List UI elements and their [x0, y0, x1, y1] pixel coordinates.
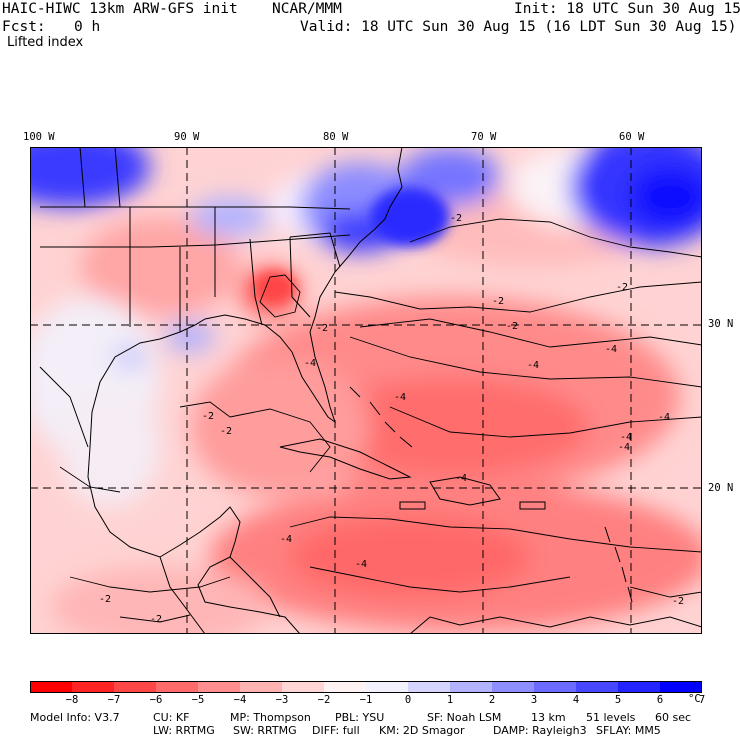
contour-label: -4: [605, 344, 617, 355]
colorbar-swatch: [240, 681, 283, 693]
contour-label: -4: [527, 360, 539, 371]
model-info-item: PBL: YSU: [335, 711, 385, 724]
model-info-item: 60 sec: [655, 711, 692, 724]
map-frame: [30, 147, 702, 634]
colorbar-swatch: [618, 681, 661, 693]
colorbar-tick-label: 8: [735, 694, 740, 706]
colorbar-swatch: [30, 681, 73, 693]
contour-label: -2: [202, 411, 214, 422]
colorbar-swatch: [450, 681, 493, 693]
colorbar-swatch: [366, 681, 409, 693]
colorbar-tick-label: −7: [107, 694, 121, 706]
colorbar-tick-label: 7: [698, 694, 706, 706]
model-info-item: SW: RRTMG: [233, 724, 297, 737]
model-info-item: 13 km: [531, 711, 566, 724]
colorbar-swatch: [156, 681, 199, 693]
colorbar: [30, 681, 702, 693]
contour-label: -2: [99, 594, 111, 605]
colorbar-tick-label: −1: [359, 694, 373, 706]
colorbar-swatch: [534, 681, 577, 693]
contour-label: -4: [304, 358, 316, 369]
colorbar-swatch: [492, 681, 535, 693]
colorbar-swatch: [324, 681, 367, 693]
colorbar-tick-label: −5: [191, 694, 205, 706]
field-shading: [30, 147, 702, 634]
contour-label: -2: [220, 426, 232, 437]
colorbar-tick-label: −4: [233, 694, 247, 706]
model-info-item: DAMP: Rayleigh3: [493, 724, 587, 737]
colorbar-swatch: [282, 681, 325, 693]
contour-label: -2: [316, 323, 328, 334]
colorbar-swatch: [114, 681, 157, 693]
colorbar-tick-label: −8: [65, 694, 79, 706]
contour-label: -4: [355, 559, 367, 570]
init-time: Init: 18 UTC Sun 30 Aug 15: [514, 1, 740, 17]
model-info-item: MP: Thompson: [230, 711, 311, 724]
lon-label-90w: 90 W: [174, 131, 200, 143]
lon-label-60w: 60 W: [619, 131, 645, 143]
model-info-item: SF: Noah LSM: [427, 711, 502, 724]
colorbar-tick-label: 4: [572, 694, 580, 706]
lat-label-30n: 30 N: [708, 318, 734, 330]
center-label: NCAR/MMM: [272, 1, 342, 17]
valid-time: Valid: 18 UTC Sun 30 Aug 15 (16 LDT Sun …: [300, 19, 737, 35]
model-info-item: CU: KF: [153, 711, 190, 724]
lon-label-80w: 80 W: [323, 131, 349, 143]
lon-label-70w: 70 W: [471, 131, 497, 143]
lifted-index-map: -2 -2 -2 -2 -2 -4 -4 -4 -4 -4 -4 -2 -2 -…: [30, 147, 702, 634]
model-info-item: Model Info: V3.7: [30, 711, 120, 724]
colorbar-tick-label: 6: [656, 694, 664, 706]
contour-label: -2: [492, 296, 504, 307]
colorbar-tick-label: −2: [317, 694, 331, 706]
lat-label-20n: 20 N: [708, 482, 734, 494]
fcst-label: Fcst:: [2, 19, 46, 35]
field-name: Lifted index: [7, 35, 84, 50]
contour-label: -4: [394, 392, 406, 403]
contour-label: -4: [618, 442, 630, 453]
contour-label: -4: [280, 534, 292, 545]
contour-lines: [59, 218, 702, 623]
contour-label: -2: [506, 321, 518, 332]
lat-lon-grid: [30, 147, 702, 634]
coastlines: [39, 147, 702, 634]
colorbar-unit: °C: [688, 693, 701, 705]
model-info-item: LW: RRTMG: [153, 724, 215, 737]
contour-label: -4: [658, 412, 670, 423]
colorbar-tick-label: −3: [275, 694, 289, 706]
contour-label: -2: [150, 614, 162, 625]
colorbar-swatch: [576, 681, 619, 693]
lon-label-100w: 100 W: [23, 131, 55, 143]
contour-label: -2: [672, 596, 684, 607]
model-info-item: SFLAY: MM5: [596, 724, 661, 737]
colorbar-tick-label: 1: [446, 694, 454, 706]
model-info-item: DIFF: full: [312, 724, 360, 737]
model-info-item: 51 levels: [586, 711, 636, 724]
colorbar-tick-label: −6: [149, 694, 163, 706]
colorbar-swatch: [408, 681, 451, 693]
colorbar-frame: [30, 681, 702, 693]
contour-label: -4: [455, 473, 467, 484]
colorbar-tick-label: 5: [614, 694, 622, 706]
colorbar-swatch: [72, 681, 115, 693]
colorbar-tick-label: 2: [488, 694, 496, 706]
colorbar-tick-label: 0: [404, 694, 412, 706]
colorbar-tick-label: 3: [530, 694, 538, 706]
contour-label: -2: [616, 282, 628, 293]
model-title: HAIC-HIWC 13km ARW-GFS init: [2, 1, 238, 17]
colorbar-swatch: [198, 681, 241, 693]
colorbar-swatch: [660, 681, 702, 693]
fcst-value: 0 h: [74, 19, 101, 35]
contour-label: -2: [450, 213, 462, 224]
model-info-item: KM: 2D Smagor: [379, 724, 465, 737]
contour-label: -4: [620, 432, 632, 443]
